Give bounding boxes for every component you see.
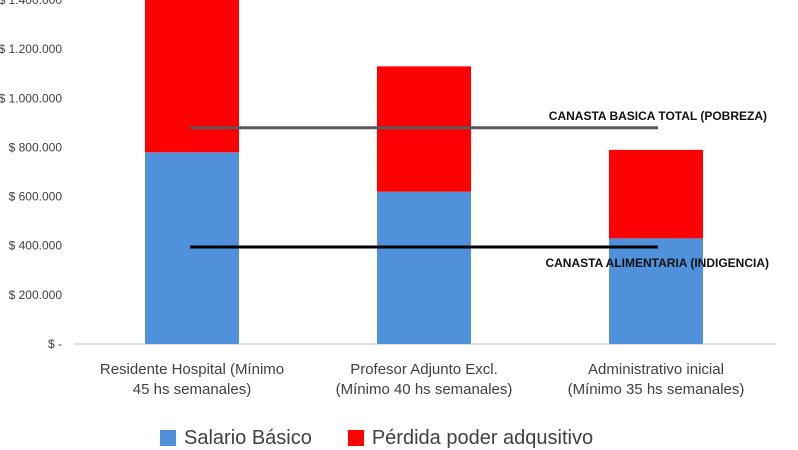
y-tick-label: $ 200.000 (9, 288, 63, 302)
category-label-line: (Mínimo 40 hs semanales) (336, 381, 513, 398)
bar-perdida-poder (609, 149, 703, 239)
reference-label-indigencia: CANASTA ALIMENTARIA (INDIGENCIA) (545, 256, 769, 270)
y-tick-label: $ 600.000 (9, 190, 63, 204)
y-tick-label: $ 400.000 (9, 239, 63, 253)
legend-swatch-salario (160, 430, 176, 446)
legend-label-salario: Salario Básico (184, 426, 312, 449)
category-label: Residente Hospital (Mínimo 45 hs semanale… (100, 361, 284, 398)
category-label: Profesor Adjunto Excl. (Mínimo 40 hs sema… (336, 361, 513, 398)
category-label-line: Administrativo inicial (588, 361, 724, 378)
legend-item-perdida: Pérdida poder adqusitivo (347, 426, 594, 450)
bar-salario-basico (609, 238, 703, 344)
reference-label-pobreza: CANASTA BASICA TOTAL (POBREZA) (549, 109, 767, 123)
y-tick-label: $ 1.000.000 (0, 91, 62, 105)
category-label: Administrativo inicial (Mínimo 35 hs sema… (568, 361, 745, 398)
category-label-line: (Mínimo 35 hs semanales) (568, 381, 745, 398)
bar-salario-basico (377, 191, 471, 344)
y-tick-label: $ - (48, 337, 62, 351)
y-tick-label: $ 1.200.000 (0, 42, 62, 56)
legend-label-perdida: Pérdida poder adqusitivo (371, 426, 594, 449)
legend-item-salario: Salario Básico (160, 427, 312, 450)
bar-perdida-poder (145, 0, 239, 153)
category-label-line: 45 hs semanales) (133, 381, 251, 398)
category-label-line: Profesor Adjunto Excl. (350, 361, 498, 378)
y-tick-label: $ 1.400.000 (0, 0, 62, 7)
legend: Salario Básico Pérdida poder adqusitivo (160, 426, 629, 450)
category-label-line: Residente Hospital (Mínimo (100, 361, 284, 378)
y-tick-label: $ 800.000 (9, 140, 63, 154)
legend-swatch-perdida (347, 430, 364, 446)
